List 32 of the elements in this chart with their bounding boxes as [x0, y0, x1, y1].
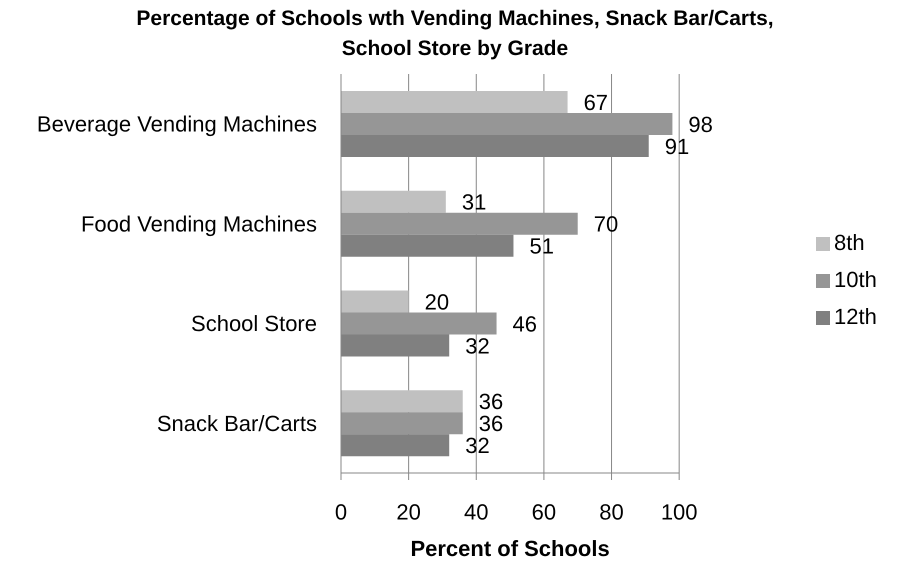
data-label: 31	[462, 190, 486, 215]
x-axis-title: Percent of Schools	[410, 536, 610, 561]
x-tick-label: 0	[334, 500, 348, 525]
legend-label: 8th	[834, 230, 865, 255]
y-tick-label: Food Vending Machines	[80, 211, 317, 236]
data-label: 20	[424, 289, 450, 314]
data-label: 51	[529, 234, 554, 259]
legend-label: 10th	[834, 267, 877, 292]
data-label: 91	[664, 134, 690, 159]
data-label: 32	[465, 333, 490, 358]
y-tick-label: Snack Bar/Carts	[156, 410, 317, 436]
x-tick-label: 20	[396, 500, 421, 525]
data-label: 70	[594, 212, 618, 237]
data-label: 98	[688, 112, 713, 137]
y-tick-label: Beverage Vending Machines	[36, 112, 317, 137]
bar	[341, 390, 463, 412]
x-tick-label: 100	[660, 500, 698, 525]
bar	[341, 91, 568, 113]
bar	[341, 412, 463, 434]
bar	[341, 113, 672, 135]
x-tick-label: 40	[464, 500, 489, 525]
x-tick-label: 60	[532, 500, 556, 525]
bar	[341, 212, 578, 235]
x-tick-label: 80	[599, 500, 624, 525]
y-tick-label: School Store	[191, 311, 317, 336]
data-label: 67	[584, 90, 608, 115]
legend-label: 12th	[834, 304, 877, 329]
bar	[341, 190, 446, 213]
chart-title: Percentage of Schools wth Vending Machines, Snack Bar/Carts, School Store by Grade	[135, 6, 775, 62]
bar	[341, 312, 497, 334]
data-label: 46	[512, 311, 538, 336]
bar	[341, 290, 409, 312]
